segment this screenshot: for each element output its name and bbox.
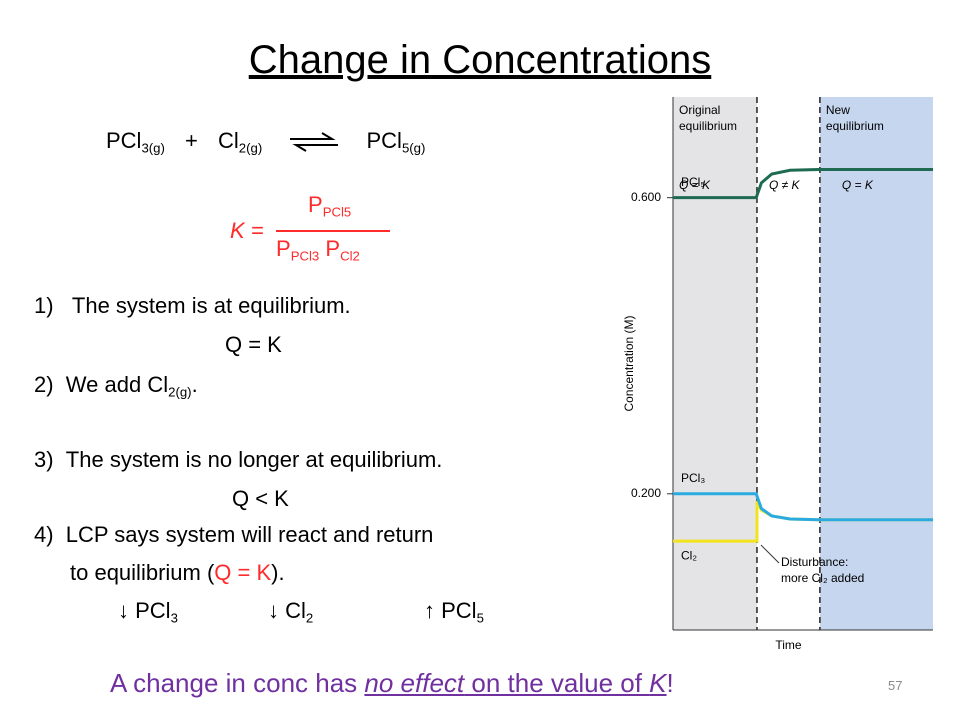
- step: 1) The system is at equilibrium.: [34, 293, 351, 319]
- species: Cl: [285, 598, 306, 623]
- fraction-bar: [276, 230, 390, 232]
- step-number: 1): [34, 293, 54, 318]
- region-label: equilibrium: [679, 119, 737, 133]
- k-lhs: K =: [230, 218, 264, 243]
- arrow: ↓: [118, 598, 129, 623]
- sub: 5: [476, 610, 484, 626]
- step-number: 4): [34, 522, 54, 547]
- leader: [760, 544, 780, 564]
- sub: 5(g): [401, 140, 426, 156]
- numerator: PPCl5: [308, 192, 351, 220]
- denominator: PPCl3 PCl2: [276, 236, 360, 264]
- p: P: [325, 236, 341, 261]
- arrow: ↑: [424, 598, 435, 623]
- text: to equilibrium (: [70, 560, 215, 585]
- disturbance-label: more Cl₂ added: [781, 571, 864, 585]
- sub: 2: [305, 610, 314, 626]
- region: [819, 97, 933, 630]
- y-tick-label: 0.200: [631, 486, 661, 500]
- footer: A change in conc has no effect on the va…: [110, 668, 674, 699]
- text: on the value of: [464, 668, 650, 698]
- equilibrium-arrow: [290, 132, 339, 153]
- region-label: equilibrium: [826, 119, 884, 133]
- sub: 2(g): [168, 384, 192, 400]
- series-line: [673, 492, 933, 522]
- series-label: PCl₅: [681, 175, 705, 189]
- sub: 3(g): [141, 140, 165, 156]
- step-number: 2): [34, 372, 54, 397]
- term: PCl: [106, 128, 142, 153]
- p: P: [308, 192, 323, 217]
- p: P: [276, 236, 291, 261]
- emphasis: no effect: [364, 668, 465, 698]
- shift: ↓ Cl2: [268, 598, 313, 626]
- step-note: Q = K: [225, 332, 282, 357]
- term: PCl: [366, 128, 402, 153]
- x-axis-label: Time: [775, 638, 802, 652]
- sub: 3: [170, 610, 178, 626]
- species: PCl: [441, 598, 477, 623]
- step-text: LCP says system will react and return: [65, 522, 434, 547]
- series-label: Cl₂: [681, 548, 697, 562]
- step-number: 3): [34, 447, 54, 472]
- term: Cl: [218, 128, 239, 153]
- y-axis-label: Concentration (M): [622, 315, 636, 411]
- step-text: The system is at equilibrium.: [71, 293, 351, 318]
- text: A change in conc has: [110, 668, 365, 698]
- step-note: Q < K: [232, 486, 289, 511]
- sub: Cl2: [340, 248, 360, 264]
- shift: ↓ PCl3: [118, 598, 178, 626]
- step: 2) We add Cl2(g).: [34, 372, 198, 400]
- plus: +: [185, 128, 198, 153]
- text: ).: [271, 560, 285, 585]
- sub: PCl5: [322, 204, 352, 220]
- status-label: Q = K: [679, 178, 711, 192]
- note: Q = K: [214, 560, 272, 585]
- status-label: Q = K: [842, 178, 874, 192]
- status-label: Q ≠ K: [769, 178, 801, 192]
- k: K: [649, 668, 667, 698]
- region-label: Original: [679, 103, 720, 117]
- step: 3) The system is no longer at equilibriu…: [34, 447, 442, 473]
- sub: PCl3: [290, 248, 320, 264]
- step-end: .: [191, 372, 198, 397]
- page-number: 57: [888, 678, 903, 693]
- step: 4) LCP says system will react and return: [34, 522, 433, 548]
- series-line: [673, 168, 933, 200]
- arrow: ↓: [268, 598, 279, 623]
- step-line2: to equilibrium (Q = K).: [70, 560, 285, 586]
- sub: 2(g): [238, 140, 263, 156]
- shift: ↑ PCl5: [424, 598, 484, 626]
- title: Change in Concentrations: [248, 38, 712, 82]
- step-text: We add Cl: [65, 372, 169, 397]
- species: PCl: [135, 598, 171, 623]
- reaction: PCl3(g) + Cl2(g) PCl5(g): [106, 128, 425, 156]
- series-label: PCl₃: [681, 471, 705, 485]
- text: !: [666, 668, 674, 698]
- disturbance-label: Disturbance:: [781, 555, 848, 569]
- step-text: The system is no longer at equilibrium.: [65, 447, 443, 472]
- region-label: New: [826, 103, 850, 117]
- y-tick-label: 0.600: [631, 190, 661, 204]
